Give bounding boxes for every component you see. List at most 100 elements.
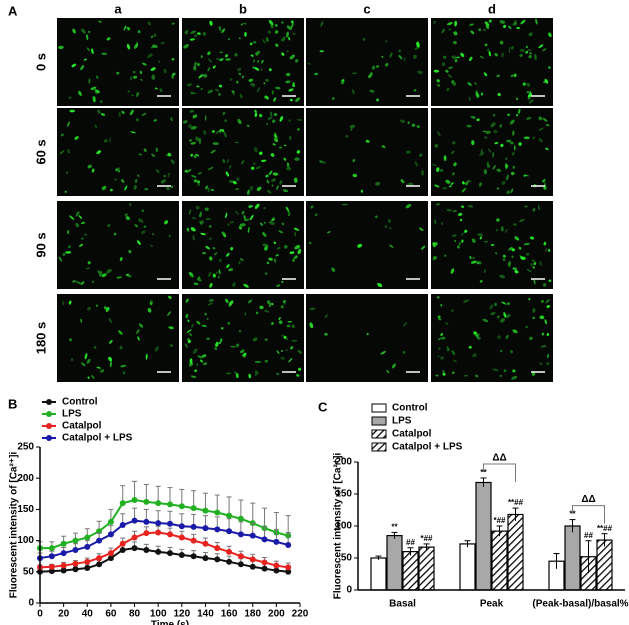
point (96, 555, 103, 562)
cell (281, 222, 284, 226)
cell (452, 371, 455, 374)
cell (533, 262, 537, 266)
cell (134, 224, 138, 228)
cell (508, 25, 512, 29)
cell (503, 369, 507, 373)
cell (210, 149, 216, 154)
cell (265, 174, 269, 178)
cell (268, 219, 274, 224)
cell (500, 143, 504, 148)
cell (205, 185, 209, 190)
cell (502, 254, 506, 258)
cell (272, 172, 279, 176)
point (273, 562, 280, 569)
panel-a: A (8, 3, 18, 18)
cell (121, 179, 125, 183)
cell (114, 178, 117, 181)
cell (232, 282, 236, 287)
cell (432, 256, 438, 261)
cell (460, 52, 465, 58)
cell (119, 257, 123, 262)
cell (227, 223, 230, 227)
cell (212, 247, 216, 250)
panel-label: A (8, 3, 18, 18)
cell (524, 174, 529, 177)
micrograph (182, 18, 304, 106)
cell (512, 369, 516, 373)
cell (190, 30, 197, 34)
cell (519, 255, 525, 259)
cell (238, 261, 241, 264)
legend-label: Control (392, 403, 428, 414)
bracket (483, 463, 516, 482)
cell (271, 178, 277, 182)
cell (241, 210, 245, 215)
cell (471, 140, 475, 146)
cell (243, 283, 249, 288)
cell (248, 373, 252, 379)
cell (461, 239, 464, 243)
y-axis-title: Fluorescent intensity of [Ca²⁺]i (333, 453, 344, 600)
cell (195, 154, 200, 157)
x-tick-label: 20 (58, 609, 70, 620)
micrograph-bg (306, 18, 428, 106)
cell (444, 254, 446, 257)
cell (164, 220, 169, 225)
cell (539, 362, 543, 366)
cell (266, 300, 271, 304)
cell (64, 190, 67, 193)
bracket (572, 505, 605, 524)
cell (243, 215, 247, 220)
point (84, 558, 91, 565)
cell (231, 90, 235, 93)
cell (451, 172, 455, 176)
cell (538, 116, 543, 121)
cell (479, 280, 483, 283)
panel-label: B (8, 396, 17, 411)
cell (350, 127, 353, 131)
cell (268, 302, 272, 308)
micrograph (306, 18, 428, 106)
cell (276, 372, 280, 376)
cell (458, 241, 461, 246)
cell (80, 318, 83, 323)
cell (121, 110, 125, 114)
cell (190, 153, 193, 157)
cell (490, 243, 495, 247)
y-tick-label: 250 (17, 442, 34, 453)
micrograph-bg (57, 294, 179, 382)
cell (197, 182, 201, 187)
cell (450, 182, 454, 186)
cell (255, 166, 261, 170)
cell (432, 241, 436, 248)
cell (264, 359, 268, 363)
cell (461, 205, 465, 208)
cell (190, 227, 196, 232)
cell (460, 232, 465, 236)
legend-marker (46, 423, 52, 429)
point (249, 563, 256, 570)
cell (515, 97, 519, 101)
cell (440, 304, 443, 307)
cell (85, 267, 91, 270)
cell (163, 174, 166, 178)
cell (483, 72, 488, 77)
cell (95, 89, 100, 94)
cell (546, 361, 550, 366)
cell (249, 185, 254, 191)
cell (279, 116, 284, 122)
cell (503, 24, 507, 28)
cell (542, 178, 546, 183)
cell (95, 304, 99, 307)
cell (375, 181, 381, 186)
cell (250, 82, 256, 87)
point (190, 553, 197, 560)
cell (189, 109, 194, 113)
cell (479, 55, 484, 59)
cell (473, 331, 477, 335)
cell (198, 74, 204, 79)
cell (495, 252, 498, 255)
cell (98, 271, 103, 277)
cell (288, 119, 291, 122)
cell (512, 329, 518, 334)
